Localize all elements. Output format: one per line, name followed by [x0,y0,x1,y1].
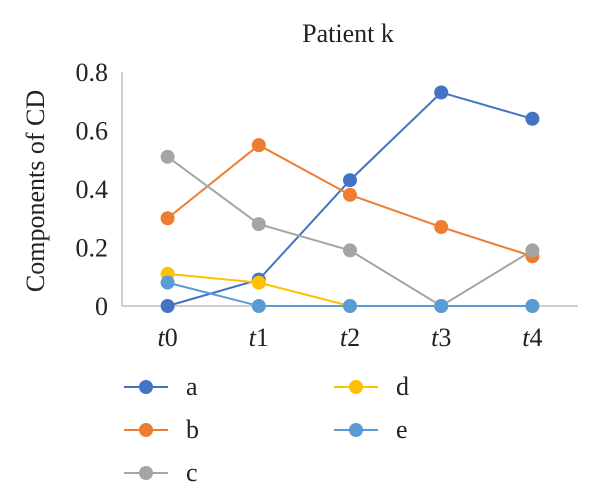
x-tick-number: 1 [256,323,269,352]
series-points [160,85,540,313]
x-tick-label: t3 [431,323,451,352]
data-point-a [343,173,357,188]
legend: abc de [124,372,409,487]
legend-marker-c [139,466,153,480]
data-point-b [343,187,357,202]
x-tick-number: 2 [347,323,360,352]
data-point-b [251,138,266,153]
x-tick-number: 0 [165,323,178,352]
data-point-c [525,243,540,258]
data-point-b [160,211,175,226]
data-point-e [525,299,540,313]
data-point-c [251,217,266,232]
x-tick-label: t2 [340,323,360,352]
data-point-a [160,299,175,313]
data-point-a [434,85,449,100]
legend-item-b: b [124,415,199,444]
x-tick-letter: t [249,323,257,352]
legend-marker-d [349,380,363,394]
data-point-e [343,299,357,313]
legend-item-e: e [334,415,408,444]
legend-label-d: d [396,372,409,401]
data-point-e [434,299,449,313]
legend-marker-e [349,423,363,437]
legend-label-b: b [186,415,199,444]
legend-marker-a [139,380,153,394]
x-tick-label: t1 [249,323,269,352]
legend-item-d: d [334,372,409,401]
legend-label-e: e [396,415,408,444]
y-tick-label: 0.4 [76,175,109,204]
legend-label-c: c [186,458,198,487]
data-point-e [160,275,175,290]
x-tick-number: 3 [438,323,451,352]
chart-title: Patient k [302,19,394,48]
data-point-c [160,149,175,164]
y-tick-label: 0.8 [76,58,109,87]
legend-label-a: a [186,372,198,401]
y-tick-label: 0 [95,292,108,321]
x-tick-label: t0 [157,323,177,352]
legend-item-c: c [124,458,198,487]
legend-marker-b [139,423,153,437]
y-tick-labels: 0 0.2 0.4 0.6 0.8 [76,58,109,321]
y-tick-label: 0.2 [76,234,109,263]
y-axis-label: Components of CD [21,90,50,292]
legend-item-a: a [124,372,198,401]
y-tick-label: 0.6 [76,117,109,146]
x-tick-letter: t [157,323,165,352]
x-tick-letter: t [431,323,439,352]
x-tick-labels: t0 t1 t2 t3 t4 [157,323,542,352]
data-point-e [251,299,266,313]
data-point-c [343,243,357,258]
data-point-d [251,275,266,290]
data-point-a [525,111,540,126]
x-tick-number: 4 [530,323,543,352]
data-point-b [434,220,449,235]
x-tick-letter: t [522,323,530,352]
x-tick-letter: t [340,323,348,352]
x-tick-label: t4 [522,323,542,352]
